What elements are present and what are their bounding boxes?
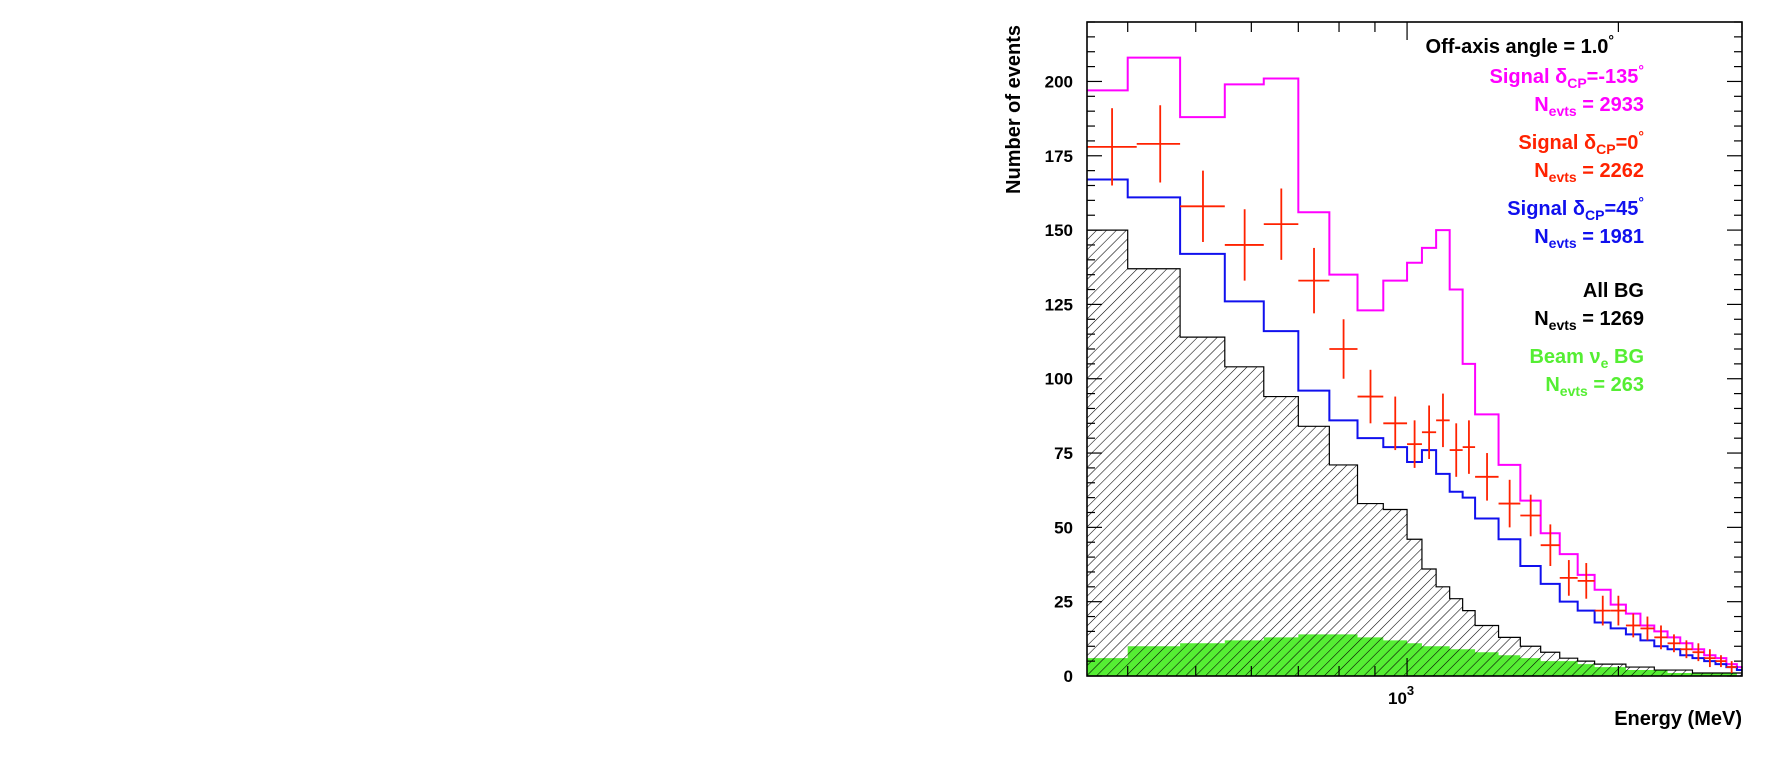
data-point-signal-cp-0 — [1594, 595, 1611, 626]
legend-count-beam-e-bg: Nevts = 263 — [1545, 374, 1644, 399]
data-point-signal-cp-0 — [1680, 640, 1693, 659]
data-point-signal-cp-0 — [1449, 423, 1463, 477]
y-tick-label: 125 — [1045, 295, 1073, 314]
data-point-signal-cp-0 — [1462, 420, 1476, 474]
data-point-signal-cp-0 — [1087, 108, 1137, 186]
y-tick-label: 50 — [1054, 518, 1073, 537]
y-tick-label: 75 — [1054, 444, 1073, 463]
x-axis: 103 — [1127, 22, 1743, 708]
data-point-signal-cp-0 — [1263, 188, 1299, 260]
series-outline-all-bg — [1087, 229, 1742, 674]
y-axis: 0 25 50 75 100 125 150 175 200 — [1045, 21, 1742, 686]
data-point-signal-cp-0 — [1640, 616, 1655, 641]
data-point-signal-cp-0 — [1715, 655, 1727, 668]
y-tick-label: 0 — [1064, 667, 1073, 686]
data-point-signal-cp-0 — [1667, 634, 1681, 653]
legend-count-all-bg: Nevts = 1269 — [1534, 308, 1644, 333]
data-point-signal-cp-0 — [1704, 649, 1716, 668]
x-axis-title: Energy (MeV) — [1614, 708, 1742, 730]
legend-label-signal-cp-0: Signal δCP=0° — [1518, 128, 1644, 157]
data-point-signal-cp-0 — [1540, 524, 1560, 567]
y-tick-label: 150 — [1045, 221, 1073, 240]
legend-label-signal-cp-135: Signal δCP=-135° — [1490, 62, 1644, 91]
data-point-signal-cp-0 — [1136, 105, 1181, 183]
y-axis-title: Number of events — [1003, 25, 1025, 194]
data-point-signal-cp-0 — [1298, 247, 1330, 314]
legend-label-beam-e-bg: Beam νe BG — [1529, 346, 1644, 371]
data-point-signal-cp-0 — [1224, 209, 1264, 281]
y-tick-label: 175 — [1045, 147, 1073, 166]
data-point-signal-cp-0 — [1329, 319, 1358, 379]
data-point-signal-cp-0 — [1520, 494, 1541, 537]
x-tick-label: 103 — [1388, 683, 1414, 708]
data-point-signal-cp-0 — [1421, 405, 1437, 459]
legend-label-all-bg: All BG — [1583, 280, 1644, 302]
data-point-signal-cp-0 — [1180, 170, 1225, 242]
y-tick-label: 100 — [1045, 370, 1073, 389]
data-point-signal-cp-0 — [1610, 595, 1626, 626]
data-point-signal-cp-0 — [1625, 613, 1641, 638]
off-axis-annotation: Off-axis angle = 1.0° — [1426, 32, 1614, 58]
data-point-signal-cp-0 — [1692, 643, 1705, 662]
legend-count-signal-cp-135: Nevts = 2933 — [1534, 94, 1644, 119]
legend-label-signal-cp-45: Signal δCP=45° — [1507, 194, 1644, 223]
data-point-signal-cp-0 — [1577, 563, 1595, 599]
series-layer — [1087, 56, 1742, 676]
data-point-signal-cp-0 — [1726, 661, 1737, 674]
y-tick-label: 25 — [1054, 593, 1073, 612]
data-point-signal-cp-0 — [1559, 560, 1578, 596]
data-point-signal-cp-0 — [1498, 479, 1521, 528]
data-point-signal-cp-0 — [1475, 453, 1499, 501]
data-point-signal-cp-0 — [1407, 420, 1422, 468]
data-point-signal-cp-0 — [1357, 369, 1384, 424]
y-tick-label: 200 — [1045, 72, 1073, 91]
legend-count-signal-cp-45: Nevts = 1981 — [1534, 226, 1644, 251]
legend: Signal δCP=-135° Nevts = 2933 Signal δCP=0… — [1490, 62, 1644, 399]
series-hatch-all-bg — [1087, 230, 1742, 676]
data-point-signal-cp-0 — [1436, 393, 1450, 448]
data-point-signal-cp-0 — [1654, 625, 1668, 650]
data-point-signal-cp-0 — [1383, 396, 1408, 451]
legend-count-signal-cp-0: Nevts = 2262 — [1534, 160, 1644, 185]
